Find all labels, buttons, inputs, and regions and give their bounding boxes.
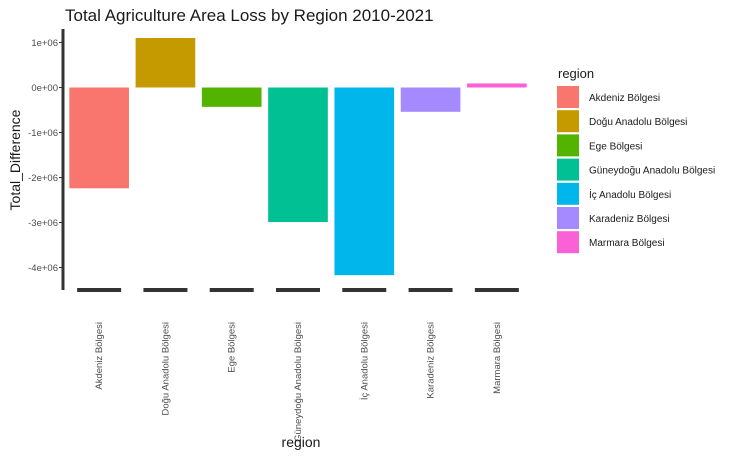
- legend-key: [557, 110, 579, 133]
- bar: [400, 87, 461, 112]
- x-tick-label: Marmara Bölgesi: [492, 322, 503, 394]
- y-tick-label: 0e+00: [31, 83, 58, 94]
- y-tick-label: -4e+06: [28, 263, 58, 274]
- legend-key: [557, 207, 579, 229]
- legend-key: [557, 86, 579, 108]
- bar: [467, 83, 527, 88]
- y-axis-title: Total_Difference: [7, 109, 23, 210]
- y-tick-label: -2e+06: [28, 173, 58, 184]
- legend-key: [557, 231, 579, 254]
- bar: [334, 87, 395, 276]
- y-tick-label: -1e+06: [28, 128, 58, 139]
- bars: [69, 38, 527, 276]
- legend-key: [557, 134, 579, 157]
- x-tick-label: Akdeniz Bölgesi: [94, 322, 105, 390]
- x-tick-label: Doğu Anadolu Bölgesi: [160, 322, 171, 416]
- legend-key: [557, 158, 579, 181]
- legend-label: İç Anadolu Bölgesi: [589, 188, 671, 201]
- bar: [268, 87, 328, 223]
- bar: [69, 87, 129, 189]
- bar: [201, 87, 262, 107]
- x-tick-label: Karadeniz Bölgesi: [426, 322, 437, 399]
- x-axis-title: region: [282, 434, 321, 450]
- x-axis: Akdeniz Bölgesi Doğu Anadolu Bölgesi Ege B…: [77, 288, 519, 442]
- legend-label: Doğu Anadolu Bölgesi: [589, 117, 687, 128]
- legend-label: Akdeniz Bölgesi: [589, 93, 660, 104]
- legend-label: Güneydoğu Anadolu Bölgesi: [589, 166, 715, 177]
- legend-title: region: [558, 66, 594, 81]
- y-tick-label: -3e+06: [28, 218, 58, 229]
- legend-label: Karadeniz Bölgesi: [589, 214, 670, 225]
- y-tick-label: 1e+06: [31, 38, 58, 49]
- legend-label: Ege Bölgesi: [589, 141, 642, 152]
- bar: [135, 38, 196, 88]
- x-tick-label: Güneydoğu Anadolu Bölgesi: [293, 322, 304, 442]
- legend-label: Marmara Bölgesi: [589, 238, 665, 249]
- chart-title: Total Agriculture Area Loss by Region 20…: [65, 6, 434, 25]
- legend: region Akdeniz Bölgesi Doğu Anadolu Bölge…: [557, 66, 715, 254]
- y-axis: 1e+06 0e+00 -1e+06 -2e+06 -3e+06 -4e+06: [28, 29, 65, 290]
- x-tick-label: Ege Bölgesi: [227, 322, 238, 373]
- x-tick-label: İç Anadolu Bölgesi: [359, 322, 370, 400]
- legend-key: [557, 182, 579, 205]
